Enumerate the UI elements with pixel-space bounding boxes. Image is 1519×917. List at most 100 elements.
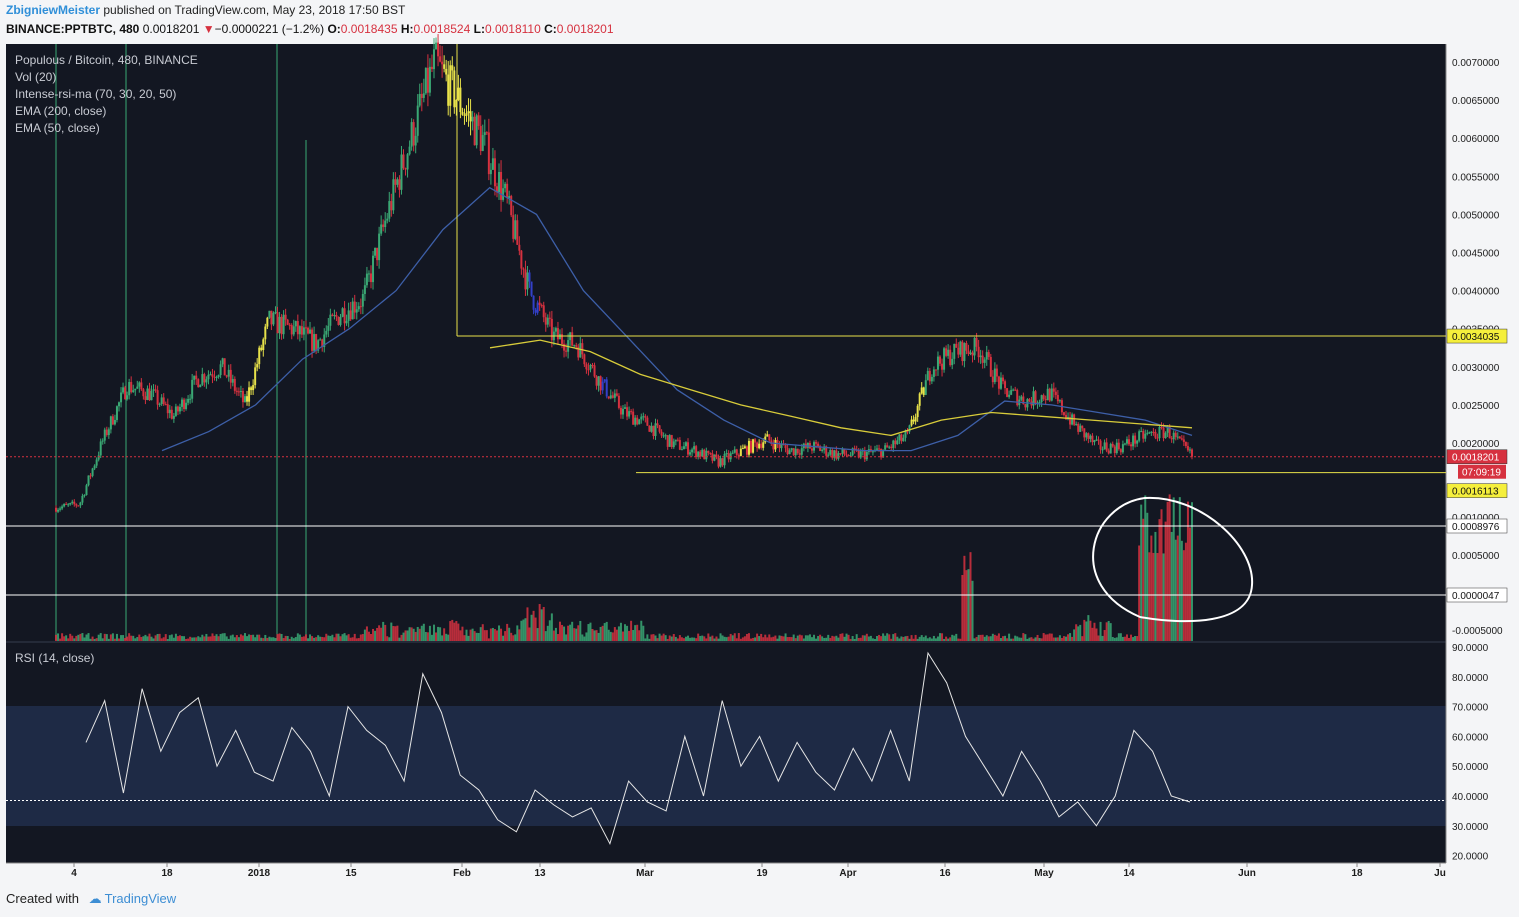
volume-bar [591,628,594,641]
candle-body [707,450,710,453]
tradingview-link[interactable]: TradingView [104,891,177,906]
candle-body [369,273,372,283]
candle-body [207,374,210,380]
volume-bar [920,635,923,641]
candle-body [150,390,153,401]
volume-bar [229,635,232,641]
volume-bar [144,634,147,641]
candle-body [880,448,883,458]
candle-body [376,247,379,261]
volume-bar [174,633,177,641]
volume-bar [209,636,212,641]
volume-bar [882,633,885,641]
candle-body [1180,438,1183,440]
volume-bar [1048,633,1051,641]
volume-bar [581,634,584,641]
volume-bar [398,637,401,641]
candle-body [615,393,618,396]
volume-bar [1018,637,1021,641]
volume-bar [233,637,236,641]
author-link[interactable]: ZbigniewMeister [6,3,101,17]
volume-bar [528,627,531,641]
volume-bar [605,621,608,641]
candle-body [532,295,535,310]
candle-body [441,61,444,65]
volume-bar [644,638,647,641]
candle-body [575,345,578,347]
candle-body [404,168,407,170]
candle-body [530,281,533,296]
volume-bar [640,620,643,641]
volume-bar [1140,504,1143,641]
volume-bar [892,634,895,641]
candle-body [691,449,694,453]
rsi-band [6,706,1446,826]
volume-bar [221,633,224,641]
volume-upper-tag-bg [1446,518,1508,534]
volume-bar [148,633,151,641]
candle-body [156,390,159,405]
candle-body [831,449,834,458]
candle-body [796,448,799,454]
volume-bar [894,633,897,641]
volume-bar [662,633,665,641]
candle-body [882,449,885,458]
volume-bar [337,633,340,641]
candle-body [701,449,704,457]
candle-body [699,451,702,457]
volume-bar [995,635,998,641]
volume-bar [530,614,533,641]
volume-bar [1136,636,1139,641]
volume-bar [187,638,190,641]
volume-bar [943,638,946,641]
volume-bar [1002,636,1005,641]
candle-body [1016,390,1019,406]
volume-bar [1032,638,1035,641]
volume-bar [699,635,702,641]
candle-body [130,382,133,393]
volume-bar [313,637,316,641]
volume-bar [806,635,809,641]
candle-body [95,459,98,466]
volume-bar [1081,636,1084,641]
volume-bar [904,636,907,641]
volume-bar [453,622,456,641]
candle-body [1130,444,1133,447]
volume-bar [353,633,356,641]
volume-bar [422,623,425,641]
volume-bar [491,627,494,641]
volume-bar [569,624,572,641]
drawings[interactable] [6,44,1446,801]
candle-body [745,446,748,455]
candle-body [723,453,726,466]
volume-bar [1132,637,1135,641]
volume-bar [445,633,448,641]
tradingview-logo-icon[interactable]: ☁ [88,891,102,906]
volume-bar [278,633,281,641]
volume-bar [752,637,755,641]
candle-body [117,402,120,407]
candle-body [140,382,143,390]
volume-bar [246,636,249,641]
volume-bar [347,634,350,641]
volume-bar [343,633,346,641]
volume-bar [1123,636,1126,641]
volume-bar [741,637,744,641]
volume-bar [782,636,785,641]
volume-bar [729,633,732,641]
volume-bar [949,637,952,641]
candle-body [904,431,907,438]
candle-body [1134,435,1137,444]
volume-bar [1172,497,1175,641]
candle-body [258,347,261,365]
candle-body [603,379,606,382]
volume-bar [867,636,870,641]
candle-body [331,314,334,316]
volume-bar [835,635,838,641]
candle-body [967,350,970,354]
candle-body [798,453,801,455]
volume-bar [1103,630,1106,641]
candle-body [498,171,501,193]
candle-body [591,364,594,366]
